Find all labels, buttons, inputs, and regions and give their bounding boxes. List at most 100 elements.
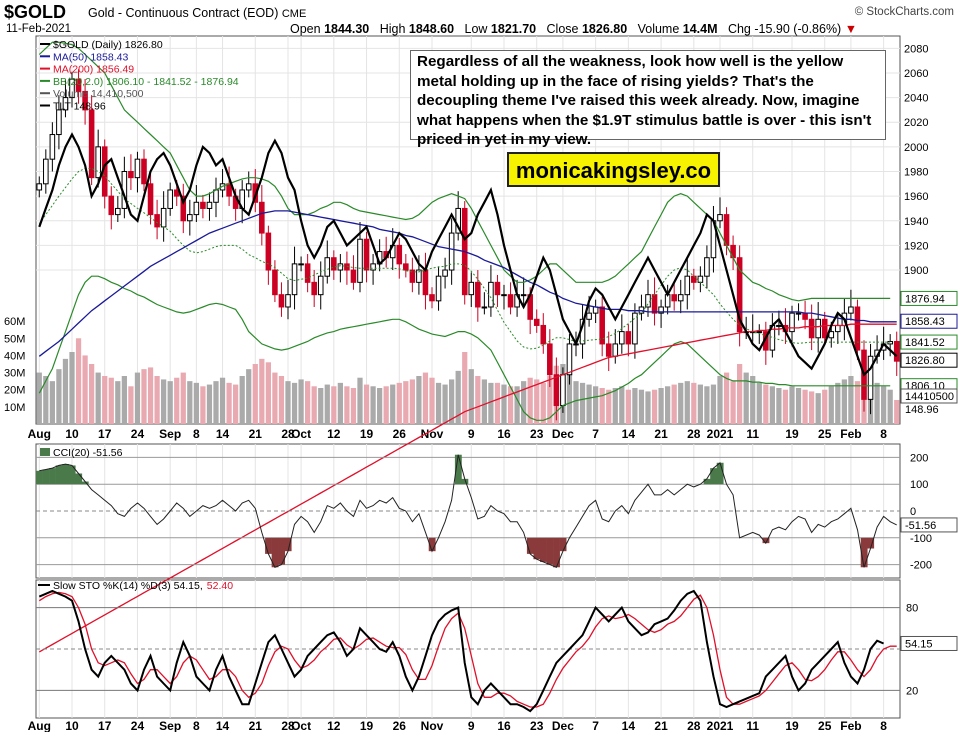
sto-k-line	[38, 589, 884, 713]
candle-body	[756, 331, 763, 334]
cci-fill-negative	[540, 537, 547, 562]
volume-bar	[82, 355, 88, 424]
down-arrow-icon: ▼	[844, 22, 858, 36]
legend-ma200: MA(200) 1856.49	[53, 64, 134, 76]
volume-bar	[638, 389, 645, 424]
cci-legend: CCI(20) -51.56	[53, 447, 123, 459]
candle-body	[285, 294, 291, 308]
tag-volume-box	[900, 388, 958, 404]
price-tick-label: 2060	[904, 68, 928, 80]
x-tick-label: Sep	[159, 719, 181, 732]
candle-body	[331, 257, 337, 271]
volume-bar	[416, 376, 422, 424]
cci-fill-negative	[271, 537, 279, 568]
candle-body	[265, 232, 272, 271]
ma200-line	[38, 323, 897, 653]
candle-body	[49, 134, 56, 160]
x-tick-label: 26	[393, 427, 407, 441]
cci-fill-positive	[454, 454, 462, 485]
candle-body	[108, 195, 115, 216]
cci-tick-label: 0	[910, 506, 916, 518]
cci-fill-negative	[533, 537, 541, 560]
x-tick-label: 21	[249, 719, 263, 732]
volume-tick-label: 30M	[4, 368, 25, 380]
x-tick-label: 28	[687, 719, 701, 732]
candle-body	[357, 238, 363, 283]
tlt-line	[38, 132, 898, 377]
x-tick-label: 8	[880, 719, 887, 732]
bb-mid-line	[38, 167, 891, 350]
candle-body	[422, 269, 429, 296]
volume-bar	[475, 376, 481, 424]
volume-bar	[776, 388, 782, 424]
volume-bar	[710, 384, 717, 424]
volume-bar	[285, 381, 291, 424]
x-tick-label: Sep	[159, 427, 181, 441]
x-tick-label: 23	[530, 719, 544, 732]
candle-body	[147, 183, 154, 216]
volume-bar	[108, 377, 114, 424]
volume-bar	[147, 367, 154, 424]
cci-fill-negative	[428, 537, 436, 552]
volume-bar	[730, 381, 736, 424]
x-tick-label: 19	[785, 719, 799, 732]
sto-value-tag: 54.15	[905, 638, 933, 650]
candle-body	[180, 195, 187, 222]
x-tick-label: Feb	[840, 427, 861, 441]
volume-bar	[651, 389, 658, 424]
volume-bar	[449, 379, 455, 424]
volume-bar	[206, 384, 213, 424]
candle-body	[291, 263, 298, 296]
volume-bar	[337, 382, 343, 424]
x-tick-label: 23	[530, 427, 544, 441]
candle-body	[566, 343, 573, 376]
candle-body	[671, 294, 677, 302]
x-tick-label: 19	[360, 719, 374, 732]
volume-bar	[89, 364, 95, 424]
candle-body	[245, 183, 252, 191]
volume-bar	[331, 386, 337, 424]
bb-upper-line	[38, 41, 891, 302]
cci-fill-negative	[553, 537, 560, 568]
candle-body	[704, 257, 710, 277]
x-tick-label: 19	[360, 427, 374, 441]
x-tick-label: 11	[746, 427, 759, 441]
x-tick-label: 8	[880, 427, 887, 441]
candle-body	[317, 275, 324, 296]
cci-fill-positive	[716, 462, 724, 485]
volume-bar	[743, 372, 749, 424]
candle-body	[795, 312, 802, 315]
annotation-box: Regardless of all the weakness, look how…	[410, 50, 886, 148]
volume-bar	[409, 379, 415, 424]
x-tick-label: 14	[622, 719, 636, 732]
cci-fill-positive	[55, 465, 63, 485]
volume-bar	[115, 381, 121, 424]
volume-bar	[593, 386, 599, 424]
x-tick-label: 28	[281, 427, 295, 441]
candle-body	[344, 263, 350, 271]
cci-fill-negative	[526, 537, 534, 554]
x-tick-label: 10	[65, 427, 79, 441]
volume-bar	[141, 369, 147, 424]
candle-body	[540, 324, 547, 345]
cci-tick-label: 200	[910, 452, 928, 464]
sto-value-box	[900, 635, 958, 651]
tag-close-box	[900, 352, 958, 368]
candle-body	[128, 170, 134, 179]
volume-bar	[357, 377, 363, 424]
close-value: 1826.80	[581, 22, 628, 36]
candle-body	[272, 269, 278, 296]
exchange-text: CME	[281, 8, 307, 20]
volume-value: 14.4M	[682, 22, 718, 36]
candle-body	[213, 189, 219, 203]
volume-bar	[619, 386, 625, 424]
symbol-title: $GOLD	[4, 2, 67, 22]
tag-bb-upper: 1876.94	[905, 293, 945, 305]
volume-bar	[894, 400, 900, 424]
volume-bar	[43, 376, 49, 424]
cci-line	[39, 454, 897, 568]
cci-fill-positive	[710, 468, 718, 485]
volume-bar	[527, 377, 533, 424]
volume-bar	[36, 372, 42, 424]
volume-bar	[756, 382, 762, 424]
